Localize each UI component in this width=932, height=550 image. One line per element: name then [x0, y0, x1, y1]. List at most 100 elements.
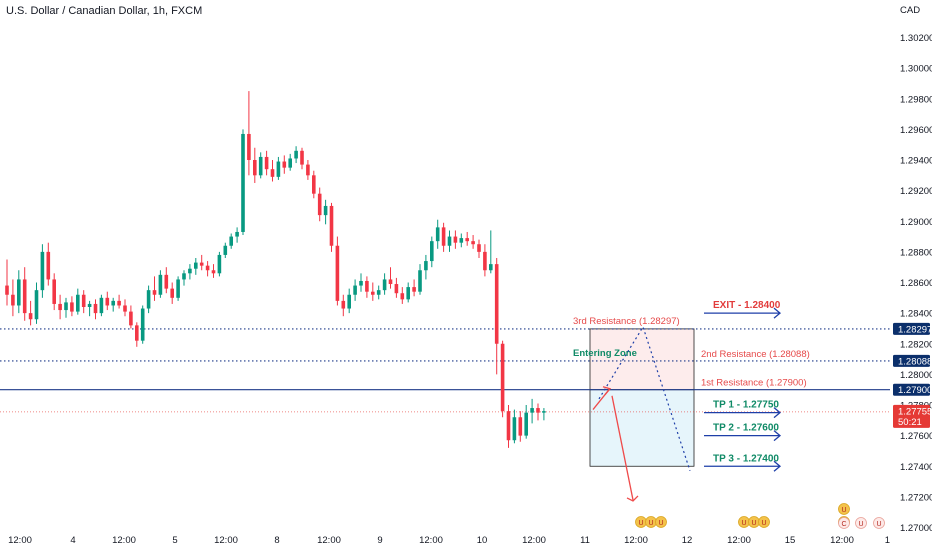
y-tick-label: 1.27000 — [900, 523, 932, 534]
resistance-zone — [590, 328, 694, 390]
event-marker — [838, 503, 850, 515]
candle-body — [158, 274, 163, 295]
candle-body — [46, 251, 51, 280]
candle-body — [111, 300, 115, 306]
economic-event-icon: U — [838, 503, 850, 515]
event-marker-label: U — [741, 520, 746, 527]
candle-body — [300, 150, 304, 165]
take-profit-label: TP 3 - 1.27400 — [713, 453, 779, 464]
x-axis[interactable]: 12:00 4 12:00 5 12:00 8 12:00 9 12:00 10 12:00 11 12… — [8, 535, 890, 546]
candle-body — [28, 313, 33, 320]
candle-body — [81, 294, 86, 307]
candle-body — [123, 305, 127, 312]
candle-body — [64, 302, 68, 311]
x-tick-label: 12:00 — [317, 535, 341, 546]
y-tick-label: 1.29800 — [900, 94, 932, 105]
event-marker — [655, 516, 667, 528]
candle-body — [347, 294, 351, 309]
target-arrow-head — [773, 407, 782, 419]
y-axis[interactable]: 1.30200 1.30000 1.29800 1.29600 1.29400 1.292… — [900, 33, 932, 534]
price-badge-label: 1.28297 — [898, 324, 932, 335]
candle-body — [282, 161, 287, 168]
entry-arrow-head — [602, 386, 612, 396]
candle-body — [294, 150, 298, 159]
candle-body — [211, 270, 216, 274]
resistance-label: 2nd Resistance (1.28088) — [701, 349, 810, 360]
candle-body — [388, 279, 393, 285]
candle-body — [117, 300, 121, 306]
candle-body — [312, 175, 316, 194]
y-tick-label: 1.29200 — [900, 186, 932, 197]
levels-layer: 3rd Resistance (1.28297) 2nd Resistance (… — [0, 316, 890, 413]
x-tick-label: 9 — [377, 535, 382, 546]
candle-body — [394, 284, 399, 294]
events-layer: UUUUUUUCUUU — [635, 503, 885, 529]
candle-body — [365, 280, 369, 292]
y-tick-label: 1.28800 — [900, 247, 932, 258]
candle-body — [483, 251, 487, 271]
x-tick-label: 12:00 — [727, 535, 751, 546]
candle-body — [52, 279, 56, 304]
event-marker-label: U — [841, 507, 846, 514]
candle-body — [412, 287, 416, 292]
y-tick-label: 1.30000 — [900, 64, 932, 75]
economic-event-icon: U — [873, 517, 885, 529]
event-marker-label: U — [658, 520, 663, 527]
candle-body — [105, 297, 110, 306]
event-marker-label: U — [761, 520, 766, 527]
candle-body — [87, 303, 92, 307]
candle-body — [164, 274, 169, 289]
down-arrow-head — [626, 495, 639, 502]
candle-body — [500, 343, 505, 412]
exit-label: EXIT - 1.28400 — [713, 300, 781, 311]
candle-body — [93, 303, 98, 314]
candle-body — [376, 290, 381, 295]
candle-body — [424, 261, 428, 271]
y-tick-label: 1.29400 — [900, 156, 932, 167]
candle-body — [140, 308, 145, 341]
event-marker-label: U — [648, 520, 653, 527]
price-badge — [893, 354, 930, 367]
candle-body — [329, 205, 334, 246]
price-badge — [893, 404, 930, 428]
y-tick-label: 1.27400 — [900, 462, 932, 473]
y-tick-label: 1.28400 — [900, 309, 932, 320]
candle-body — [447, 236, 452, 246]
candle-body — [223, 245, 228, 255]
event-marker — [838, 517, 850, 529]
x-tick-label: 12:00 — [8, 535, 32, 546]
x-tick-label: 12:00 — [112, 535, 136, 546]
price-badge-label: 1.27755 — [898, 406, 932, 417]
x-tick-label: 12 — [682, 535, 693, 546]
candle-body — [264, 156, 269, 170]
x-tick-label: 12:00 — [214, 535, 238, 546]
candle-body — [341, 300, 346, 309]
candle-body — [306, 164, 310, 176]
resistance-label: 1st Resistance (1.27900) — [701, 378, 807, 389]
x-tick-label: 4 — [70, 535, 75, 546]
economic-event-icon: U — [645, 516, 657, 528]
candle-body — [188, 268, 192, 274]
zones-layer — [589, 328, 695, 467]
x-tick-label: 12:00 — [830, 535, 854, 546]
candle-body — [205, 265, 210, 271]
projection-layer — [592, 325, 691, 502]
zone-box — [589, 328, 695, 467]
y-tick-label: 1.27600 — [900, 431, 932, 442]
down-arrow — [611, 395, 634, 501]
candle-body — [489, 264, 493, 271]
candle-body — [406, 287, 410, 300]
countdown-label: 50:21 — [898, 417, 922, 428]
resistance-label: 3rd Resistance (1.28297) — [573, 316, 680, 327]
candle-body — [182, 273, 186, 280]
candle-body — [176, 279, 180, 298]
candle-body — [253, 160, 257, 176]
candle-body — [146, 290, 151, 309]
candle-body — [34, 290, 39, 320]
candle-body — [359, 280, 363, 286]
price-badge — [893, 383, 930, 396]
candle-body — [317, 193, 322, 216]
candle-body — [371, 291, 375, 295]
price-badge-label: 1.27900 — [898, 385, 932, 396]
